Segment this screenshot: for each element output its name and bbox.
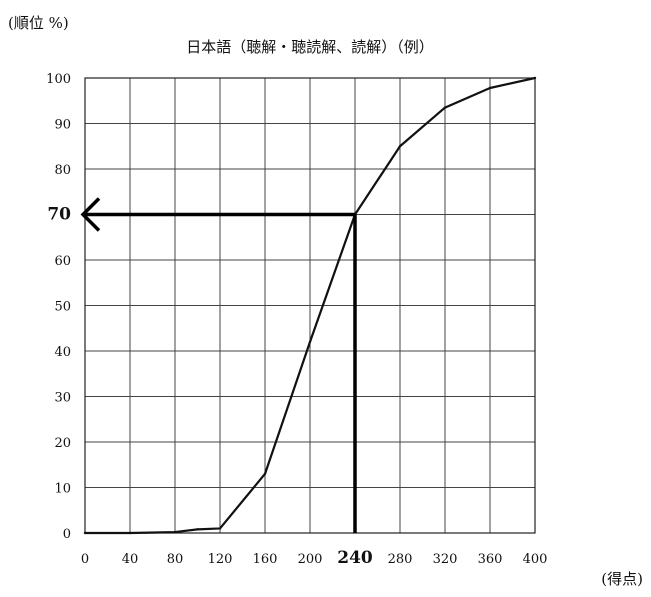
arrow-head — [80, 197, 101, 232]
y-tick-label-0: 0 — [63, 527, 71, 542]
x-tick-label-6: 240 — [337, 548, 373, 568]
x-tick-label-2: 80 — [167, 552, 184, 567]
x-tick-label-1: 40 — [122, 552, 139, 567]
y-tick-labels: 0 10 20 30 40 50 60 70 80 90 100 — [46, 72, 71, 542]
x-tick-label-8: 320 — [433, 552, 458, 567]
y-tick-label-9: 90 — [54, 118, 71, 133]
data-point-10 — [488, 86, 492, 90]
x-tick-label-10: 400 — [523, 552, 548, 567]
x-tick-label-4: 160 — [253, 552, 278, 567]
y-tick-label-1: 10 — [54, 482, 71, 497]
chart-title: 日本語（聴解・聴読解、読解）（例） — [186, 38, 434, 56]
data-point-6 — [308, 340, 312, 344]
x-tick-label-9: 360 — [478, 552, 503, 567]
data-point-9 — [443, 106, 447, 109]
y-tick-label-5: 50 — [54, 300, 71, 315]
y-tick-label-7: 70 — [47, 205, 71, 225]
data-point-1 — [128, 531, 132, 535]
y-tick-label-10: 100 — [46, 72, 71, 87]
y-tick-label-8: 80 — [54, 163, 71, 178]
data-point-0 — [83, 531, 87, 535]
y-tick-label-4: 40 — [54, 345, 71, 360]
plot-frame — [84, 77, 536, 534]
data-point-8 — [398, 145, 402, 148]
x-axis-label: (得点) — [601, 570, 643, 588]
series-line — [85, 76, 536, 535]
data-point-4 — [218, 527, 222, 530]
y-tick-label-2: 20 — [54, 436, 71, 451]
data-point-3 — [196, 528, 199, 531]
x-tick-label-3: 120 — [208, 552, 233, 567]
y-tick-label-3: 30 — [54, 391, 71, 406]
grid-lines — [84, 77, 536, 534]
x-tick-label-7: 280 — [388, 552, 413, 567]
x-tick-label-5: 200 — [298, 552, 323, 567]
data-point-2 — [173, 530, 177, 534]
series-points — [83, 76, 537, 535]
x-tick-label-0: 0 — [81, 552, 89, 567]
data-point-5 — [263, 472, 267, 476]
y-tick-label-6: 60 — [54, 254, 71, 269]
y-axis-label: (順位 %) — [8, 14, 69, 32]
x-tick-labels: 0 40 80 120 160 200 240 280 320 360 400 — [81, 548, 548, 568]
data-point-11 — [533, 76, 537, 80]
